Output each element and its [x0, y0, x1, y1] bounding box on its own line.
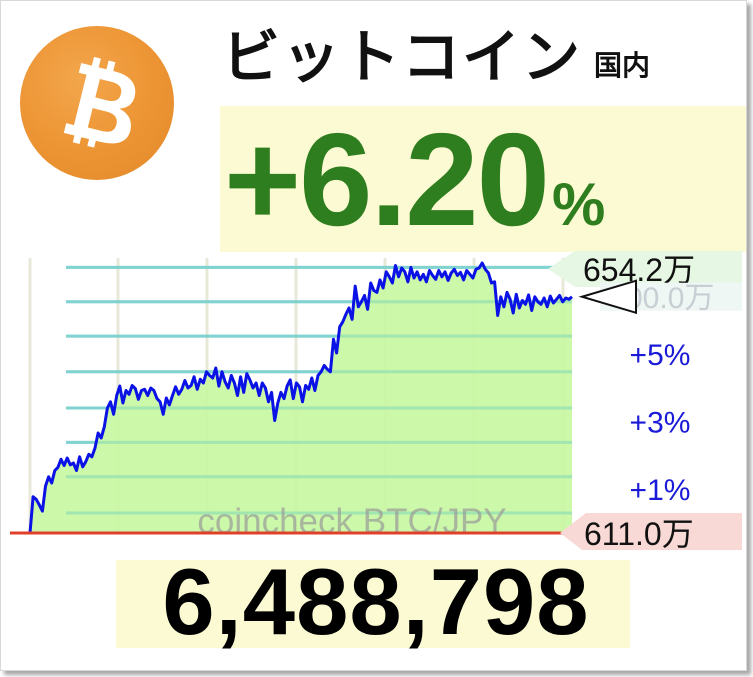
high-label: 654.2万	[583, 252, 695, 288]
current-price-marker	[578, 279, 637, 315]
pct-tick-label: +5%	[630, 339, 691, 372]
pct-tick-label: +1%	[630, 474, 691, 507]
asset-title: ビットコイン	[222, 23, 583, 91]
low-label: 611.0万	[584, 516, 694, 550]
chart-overlay: coincheck BTC/JPY	[197, 502, 506, 541]
price-highlight	[116, 560, 630, 648]
bitcoin-logo-icon	[20, 26, 174, 180]
pct-tick-label: +3%	[630, 407, 691, 440]
current-price: 6,488,798	[162, 549, 590, 654]
price-line	[28, 261, 573, 534]
current-label: 00.0万	[626, 282, 714, 315]
high-label-bg	[548, 251, 742, 287]
low-label-bg	[560, 513, 742, 550]
change-unit: %	[552, 171, 606, 238]
change-percent: +6.20%	[224, 110, 605, 250]
chart-watermark: coincheck BTC/JPY	[197, 502, 506, 541]
market-label: 国内	[594, 49, 651, 82]
change-highlight	[220, 106, 746, 252]
change-value: +6.20	[224, 106, 550, 253]
